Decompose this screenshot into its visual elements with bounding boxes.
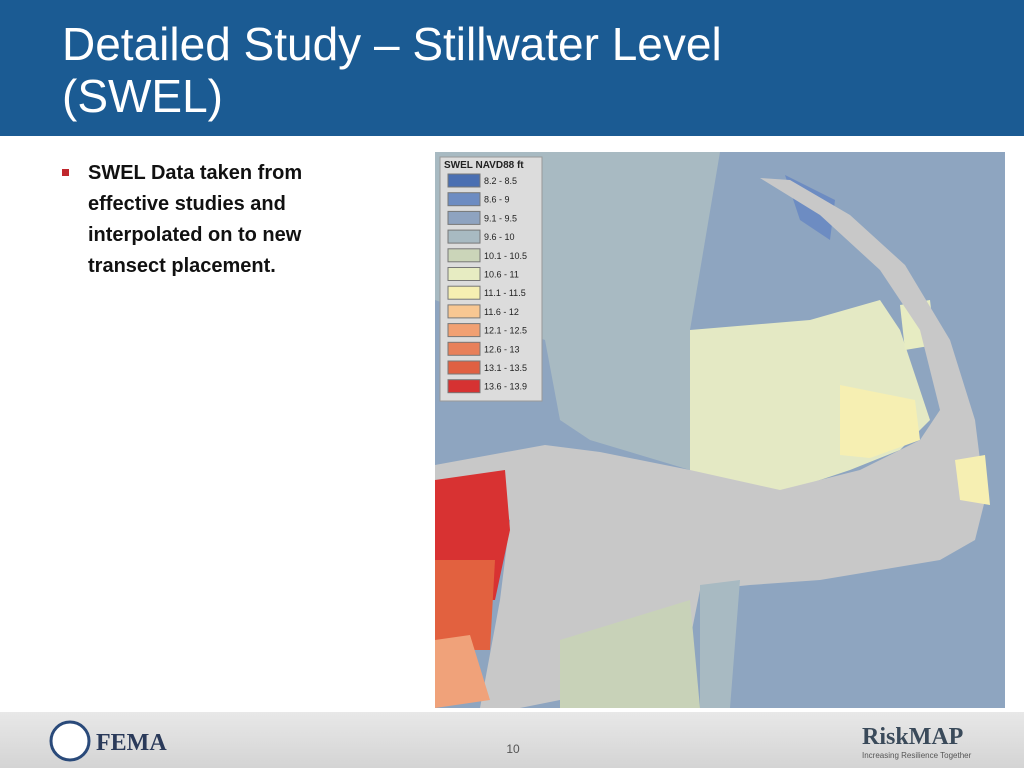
footer-graphics: FEMA 10 RiskMAP Increasing Resilience To… <box>49 720 972 762</box>
footer: FEMA 10 RiskMAP Increasing Resilience To… <box>0 712 1024 768</box>
legend-label: 10.6 - 11 <box>484 270 519 280</box>
legend-swatch <box>447 248 481 263</box>
riskmap-tagline: Increasing Resilience Together <box>862 751 972 760</box>
legend-swatch <box>447 323 481 338</box>
legend-label: 11.6 - 12 <box>484 307 519 317</box>
legend-swatch <box>447 304 481 319</box>
bullet-text: interpolated on to new <box>88 224 302 246</box>
legend-label: 11.1 - 11.5 <box>484 288 526 298</box>
legend-title: SWEL NAVD88 ft <box>444 160 524 171</box>
seal <box>49 720 91 762</box>
legend-label: 13.1 - 13.5 <box>484 363 527 373</box>
legend-label: 12.1 - 12.5 <box>484 326 527 336</box>
legend-swatch <box>447 341 481 356</box>
legend-label: 13.6 - 13.9 <box>484 382 527 392</box>
map: SWEL NAVD88 ft 8.2 - 8.5 8.6 - 9 9.1 - 9.5… <box>435 152 1005 708</box>
zone <box>700 580 740 708</box>
legend-swatch <box>447 360 481 375</box>
land <box>435 178 985 708</box>
zone <box>435 635 490 708</box>
legend-swatch <box>447 173 481 188</box>
legend-label: 8.2 - 8.5 <box>484 176 517 186</box>
title-bar: Detailed Study – Stillwater Level (SWEL) <box>0 0 1024 136</box>
bullet-text: transect placement. <box>88 255 276 277</box>
title: Detailed Study – Stillwater Level <box>62 18 722 70</box>
legend: 8.2 - 8.5 8.6 - 9 9.1 - 9.5 9.6 - 10 10.1 - … <box>447 173 527 394</box>
legend-swatch <box>447 379 481 394</box>
zone <box>435 560 495 650</box>
title: (SWEL) <box>62 70 223 122</box>
legend-label: 10.1 - 10.5 <box>484 251 527 261</box>
page-number: 10 <box>506 742 520 756</box>
legend-label: 12.6 - 13 <box>484 344 520 354</box>
bullet-text: effective studies and <box>88 193 286 215</box>
legend-swatch <box>447 229 481 244</box>
zone <box>955 455 990 505</box>
legend-swatch <box>447 267 481 281</box>
riskmap-logo: RiskMAP <box>862 724 963 750</box>
legend-label: 9.6 - 10 <box>484 232 515 242</box>
legend-label: 9.1 - 9.5 <box>484 213 517 223</box>
zone <box>560 600 700 708</box>
legend-swatch <box>447 285 481 300</box>
legend-swatch <box>447 192 481 207</box>
fema-logo: FEMA <box>96 730 167 756</box>
bullet-list: SWEL Data taken from effective studies a… <box>62 158 302 282</box>
zone <box>840 385 920 458</box>
bullet-text: SWEL Data taken from <box>88 162 303 184</box>
legend-label: 8.6 - 9 <box>484 195 510 205</box>
legend-swatch <box>447 210 481 225</box>
bullet-marker <box>62 169 69 176</box>
